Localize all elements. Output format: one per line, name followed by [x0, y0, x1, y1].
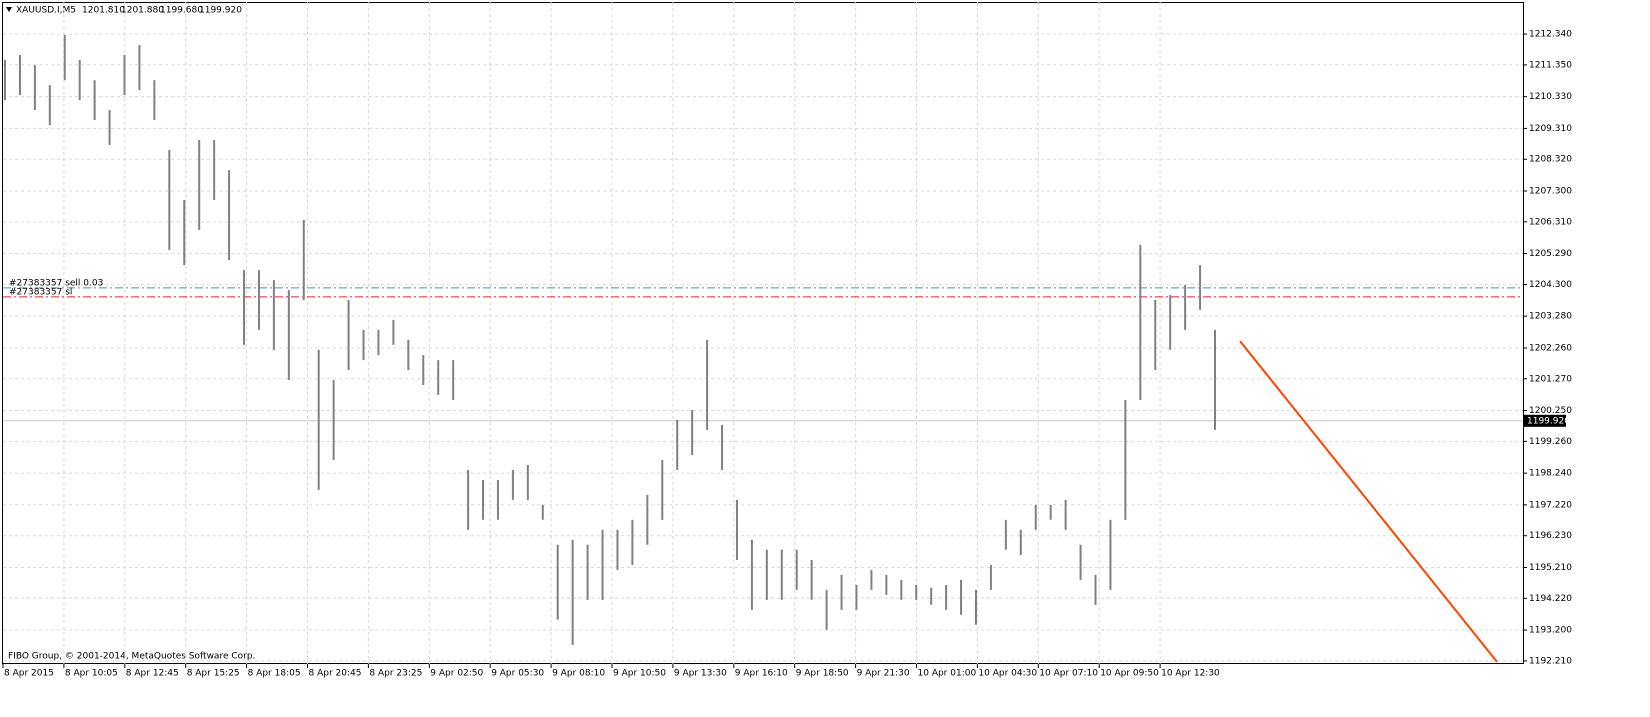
- y-tick-label: 1203.280: [1529, 312, 1572, 322]
- x-tick-label: 8 Apr 15:25: [187, 669, 240, 679]
- ohlc-value: 1199.680: [160, 6, 203, 16]
- y-tick-label: 1199.260: [1529, 437, 1572, 447]
- y-tick-label: 1206.310: [1529, 217, 1572, 227]
- x-tick-label: 9 Apr 13:30: [674, 669, 727, 679]
- y-tick-label: 1211.350: [1529, 60, 1572, 70]
- x-tick-label: 9 Apr 10:50: [613, 669, 666, 679]
- x-tick-label: 10 Apr 12:30: [1161, 669, 1220, 679]
- y-tick-label: 1210.330: [1529, 92, 1572, 102]
- chart-title: XAUUSD.I,M5: [16, 6, 76, 16]
- x-tick-label: 9 Apr 02:50: [430, 669, 483, 679]
- x-tick-label: 9 Apr 16:10: [735, 669, 788, 679]
- x-tick-label: 8 Apr 10:05: [65, 669, 118, 679]
- order-label: #27383357 sell 0.03: [9, 278, 103, 288]
- x-tick-label: 8 Apr 2015: [4, 669, 54, 679]
- y-tick-label: 1196.230: [1529, 531, 1572, 541]
- y-tick-label: 1208.320: [1529, 155, 1572, 165]
- ohlc-value: 1201.880: [121, 6, 164, 16]
- x-tick-label: 9 Apr 18:50: [796, 669, 849, 679]
- y-tick-label: 1193.200: [1529, 626, 1572, 636]
- y-tick-label: 1205.290: [1529, 249, 1572, 259]
- y-tick-label: 1192.210: [1529, 656, 1572, 666]
- x-tick-label: 10 Apr 01:00: [918, 669, 977, 679]
- y-tick-label: 1201.270: [1529, 374, 1572, 384]
- y-tick-label: 1198.240: [1529, 469, 1572, 479]
- y-tick-label: 1195.210: [1529, 563, 1572, 573]
- x-tick-label: 10 Apr 07:10: [1039, 669, 1098, 679]
- x-tick-label: 8 Apr 23:25: [369, 669, 422, 679]
- x-tick-label: 8 Apr 12:45: [126, 669, 179, 679]
- menu-arrow: [6, 7, 12, 12]
- y-tick-label: 1200.250: [1529, 406, 1572, 416]
- trendline: [1239, 340, 1498, 663]
- current-price-box: [1524, 414, 1566, 427]
- plot-frame: [2, 2, 1524, 664]
- copyright: FIBO Group, © 2001-2014, MetaQuotes Soft…: [8, 652, 255, 662]
- x-tick-label: 9 Apr 21:30: [857, 669, 910, 679]
- x-tick-label: 8 Apr 20:45: [309, 669, 362, 679]
- x-tick-label: 10 Apr 04:30: [978, 669, 1037, 679]
- order-label: #27383357 sl: [9, 287, 72, 297]
- y-tick-label: 1209.310: [1529, 124, 1572, 134]
- x-tick-label: 9 Apr 05:30: [491, 669, 544, 679]
- x-tick-label: 8 Apr 18:05: [248, 669, 301, 679]
- ohlc-value: 1201.810: [82, 6, 125, 16]
- y-tick-label: 1197.220: [1529, 500, 1572, 510]
- y-tick-label: 1202.260: [1529, 343, 1572, 353]
- y-tick-label: 1207.300: [1529, 187, 1572, 197]
- x-tick-label: 10 Apr 09:50: [1100, 669, 1159, 679]
- ohlc-value: 1199.920: [199, 6, 242, 16]
- current-price-label: 1199.920: [1527, 416, 1570, 426]
- x-tick-label: 9 Apr 08:10: [552, 669, 605, 679]
- y-tick-label: 1194.220: [1529, 594, 1572, 604]
- y-tick-label: 1212.340: [1529, 30, 1572, 40]
- y-tick-label: 1204.300: [1529, 280, 1572, 290]
